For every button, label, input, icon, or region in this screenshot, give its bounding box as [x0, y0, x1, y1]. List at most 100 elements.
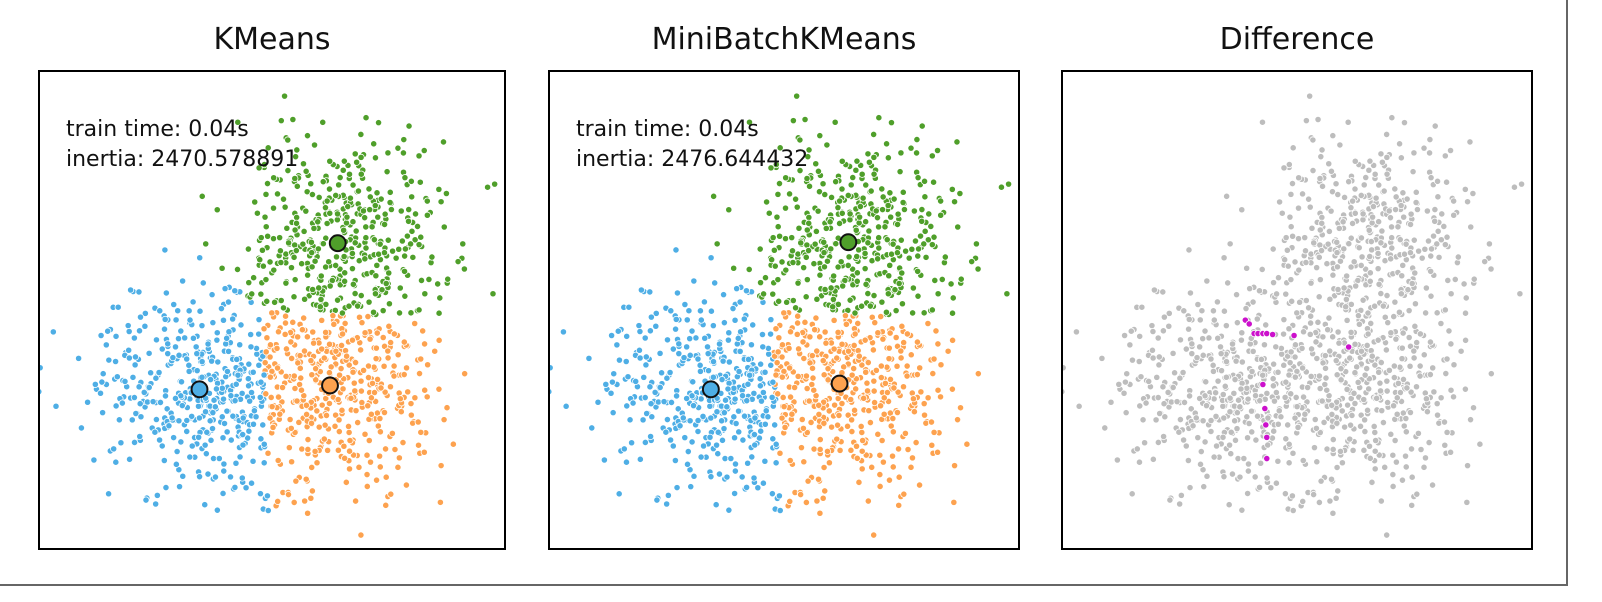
- difference-point: [1415, 430, 1421, 436]
- data-point: [768, 316, 774, 322]
- data-point: [887, 330, 893, 336]
- difference-point: [1436, 254, 1442, 260]
- data-point: [388, 491, 394, 497]
- data-point: [392, 446, 398, 452]
- data-point: [854, 455, 860, 461]
- data-point: [264, 335, 270, 341]
- data-point: [315, 219, 321, 225]
- difference-point: [1249, 429, 1255, 435]
- data-point: [387, 339, 393, 345]
- data-point: [912, 238, 918, 244]
- data-point: [789, 234, 795, 240]
- data-point: [801, 355, 807, 361]
- data-point: [267, 374, 273, 380]
- difference-point: [1357, 423, 1363, 429]
- data-point: [225, 348, 231, 354]
- data-point: [858, 423, 864, 429]
- data-point: [281, 93, 287, 99]
- data-point: [938, 362, 944, 368]
- data-point: [282, 313, 288, 319]
- data-point: [175, 308, 181, 314]
- difference-point: [1275, 458, 1281, 464]
- difference-point: [1370, 203, 1376, 209]
- difference-point: [1343, 273, 1349, 279]
- data-point: [131, 394, 137, 400]
- difference-point: [1413, 199, 1419, 205]
- data-point: [611, 371, 617, 377]
- data-point: [839, 186, 845, 192]
- data-point: [887, 190, 893, 196]
- data-point: [304, 510, 310, 516]
- difference-point: [1324, 327, 1330, 333]
- data-point: [913, 150, 919, 156]
- data-point: [765, 351, 771, 357]
- data-point: [284, 225, 290, 231]
- data-point: [358, 154, 364, 160]
- difference-point: [1136, 358, 1142, 364]
- data-point: [426, 276, 432, 282]
- data-point: [863, 281, 869, 287]
- difference-point: [1310, 491, 1316, 497]
- difference-point: [1368, 247, 1374, 253]
- difference-point: [1238, 337, 1244, 343]
- data-point: [250, 275, 256, 281]
- data-point: [274, 365, 280, 371]
- data-point: [760, 389, 766, 395]
- data-point: [257, 490, 263, 496]
- difference-point: [1438, 395, 1444, 401]
- difference-point: [1221, 255, 1227, 261]
- difference-point: [1518, 181, 1524, 187]
- data-point: [917, 233, 923, 239]
- data-point: [337, 174, 343, 180]
- data-point: [308, 181, 314, 187]
- data-point: [274, 191, 280, 197]
- data-point: [780, 394, 786, 400]
- data-point: [817, 272, 823, 278]
- difference-point: [1293, 394, 1299, 400]
- data-point: [204, 429, 210, 435]
- data-point: [550, 389, 552, 395]
- difference-point: [1367, 455, 1373, 461]
- data-point: [787, 457, 793, 463]
- difference-point: [1373, 195, 1379, 201]
- data-point: [774, 360, 780, 366]
- data-point: [658, 370, 664, 376]
- data-point: [888, 423, 894, 429]
- difference-point: [1222, 383, 1228, 389]
- data-point: [713, 442, 719, 448]
- data-point: [726, 207, 732, 213]
- data-point: [914, 268, 920, 274]
- difference-point: [1307, 331, 1313, 337]
- data-point: [722, 455, 728, 461]
- difference-point: [1377, 380, 1383, 386]
- difference-point: [1141, 440, 1147, 446]
- data-point: [339, 331, 345, 337]
- data-point: [823, 340, 829, 346]
- data-point: [233, 460, 239, 466]
- data-point: [815, 476, 821, 482]
- data-point: [377, 429, 383, 435]
- data-point: [877, 403, 883, 409]
- data-point: [954, 416, 960, 422]
- data-point: [768, 257, 774, 263]
- data-point: [237, 454, 243, 460]
- data-point: [744, 398, 750, 404]
- data-point: [326, 341, 332, 347]
- data-point: [601, 457, 607, 463]
- data-point: [178, 439, 184, 445]
- difference-point: [1409, 502, 1415, 508]
- data-point: [269, 310, 275, 316]
- data-point: [693, 335, 699, 341]
- data-point: [805, 247, 811, 253]
- data-point: [614, 342, 620, 348]
- data-point: [412, 211, 418, 217]
- data-point: [951, 462, 957, 468]
- data-point: [859, 437, 865, 443]
- data-point: [891, 385, 897, 391]
- difference-point: [1309, 225, 1315, 231]
- difference-point: [1181, 399, 1187, 405]
- data-point: [621, 446, 627, 452]
- difference-point: [1446, 328, 1452, 334]
- difference-point: [1398, 291, 1404, 297]
- difference-point: [1444, 356, 1450, 362]
